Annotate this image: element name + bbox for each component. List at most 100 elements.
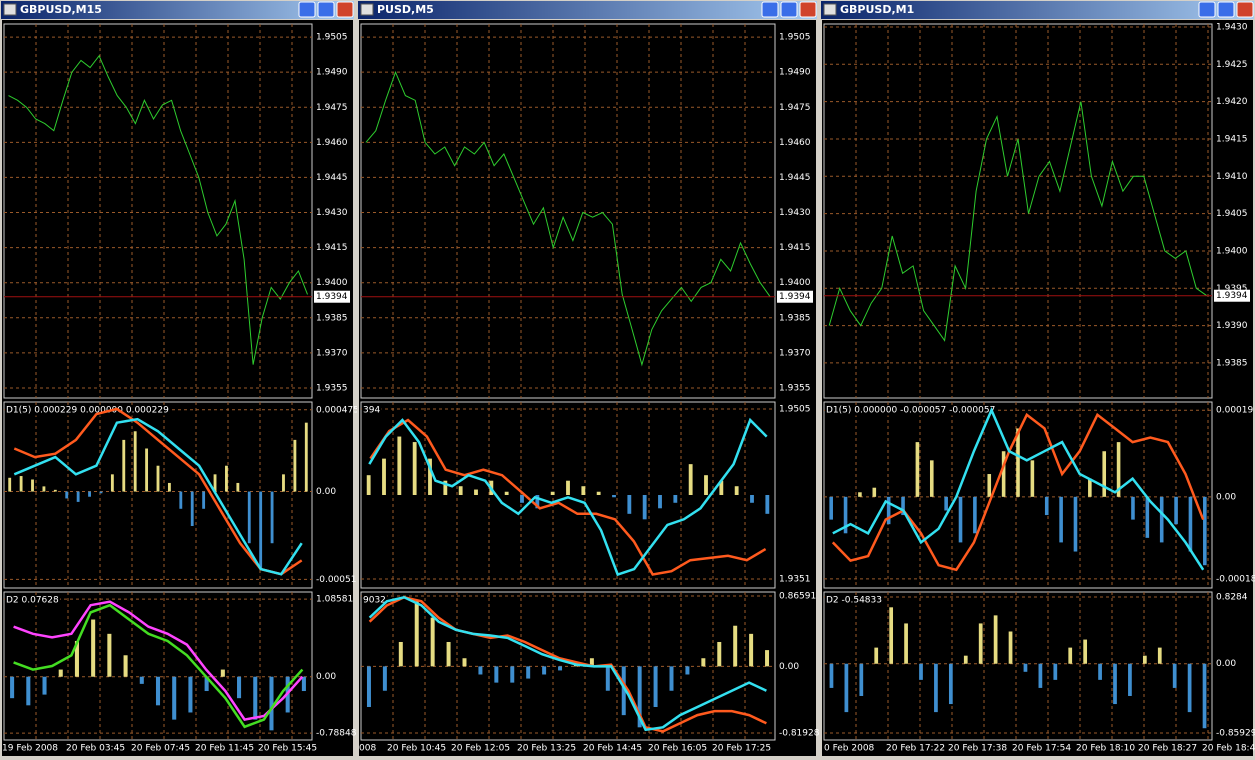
histogram-bar [1172,663,1177,688]
histogram-bar [145,448,149,492]
current-price-label: 1.9394 [316,292,348,302]
time-label: 20 Feb 18:10 [1076,744,1135,754]
indicator-line [368,595,767,732]
histogram-bar [621,666,626,716]
y-tick-label: 1.9475 [316,103,348,113]
histogram-bar [978,623,983,664]
histogram-bar [542,666,547,675]
maximize-button[interactable] [1217,1,1235,18]
histogram-bar [443,480,448,495]
histogram-bar [10,676,15,699]
indicator-label-bg [362,595,387,606]
indicator-line [13,603,304,729]
histogram-bar [269,676,274,731]
histogram-bar [535,495,540,509]
y-tick-label: 1.9400 [1216,246,1248,256]
y-tick-label: 1.9505 [316,33,348,43]
y-tick-label: 1.9425 [1216,60,1248,70]
histogram-bar [19,476,23,492]
histogram-bar [65,491,69,499]
y-tick-label: 0.8284 [1216,592,1248,602]
histogram-bar [428,458,432,495]
minimize-button[interactable] [1198,1,1216,18]
y-tick-label: 1.9460 [779,138,811,148]
histogram-bar [202,491,206,509]
histogram-bar [919,663,923,680]
y-tick-label: 0.000475 [316,405,359,415]
indicator-line [13,407,303,576]
y-tick-label: -0.00051 [316,575,356,585]
y-tick-label: 0.00 [779,662,799,672]
histogram-bar [1142,655,1147,664]
y-tick-label: 0.00 [1216,659,1236,669]
histogram-bar [382,666,387,691]
histogram-bar [589,658,594,667]
y-tick-label: 1.9400 [779,278,811,288]
histogram-bar [237,676,242,699]
histogram-bar [53,489,57,492]
histogram-bar [366,475,371,495]
histogram-bar [904,623,908,664]
histogram-bar [8,477,12,492]
histogram-bar [1008,631,1013,664]
histogram-bar [915,442,920,497]
histogram-bar [74,640,79,677]
close-button[interactable] [799,1,817,18]
minimize-button[interactable] [298,1,316,18]
histogram-bar [397,436,402,495]
y-tick-label: 1.9430 [316,208,348,218]
indicator-line [13,600,304,721]
close-button[interactable] [1236,1,1254,18]
pane-border [3,401,313,589]
y-tick-label: 0.86591 [779,591,816,601]
indicator-line [368,595,767,733]
close-button[interactable] [336,1,354,18]
histogram-bar [612,495,616,498]
maximize-button[interactable] [780,1,798,18]
histogram-bar [973,496,977,534]
histogram-bar [504,491,509,495]
histogram-bar [701,658,706,667]
histogram-bar [1159,496,1164,543]
histogram-bar [526,666,531,679]
pane-border [360,23,776,399]
histogram-bar [293,439,297,492]
y-tick-label: 1.9370 [779,348,811,358]
pane-border [823,401,1213,589]
histogram-bar [829,496,833,520]
histogram-bar [1068,647,1073,664]
histogram-bar [220,669,225,677]
histogram-bar [304,422,308,492]
time-label: 20 Feb 17:38 [948,744,1007,754]
histogram-bar [190,491,194,526]
histogram-bar [733,625,738,667]
minimize-button[interactable] [761,1,779,18]
histogram-bar [139,676,144,684]
histogram-bar [91,619,96,677]
histogram-bar [382,458,386,495]
histogram-bar [1131,496,1135,520]
histogram-bar [963,655,968,664]
time-label: 20 Feb 16:05 [648,744,707,754]
histogram-bar [1016,428,1020,497]
histogram-bar [510,666,515,683]
y-tick-label: 0.00 [316,487,336,497]
histogram-bar [550,491,555,495]
histogram-bar [494,666,499,683]
histogram-bar [872,487,877,497]
y-tick-label: 1.9505 [779,404,811,414]
indicator-label: D1(5) 0.000229 0.000000 0.000229 [6,406,169,416]
pane-border [360,401,776,589]
time-label: 20 Feb 15:45 [258,744,317,754]
histogram-bar [948,663,953,705]
histogram-bar [750,495,754,503]
histogram-bar [993,615,998,664]
maximize-button[interactable] [317,1,335,18]
histogram-bar [704,475,708,495]
y-tick-label: 1.9351 [779,574,811,584]
time-label: 0 Feb 2008 [824,744,875,754]
y-tick-label: -0.00018 [1216,574,1255,584]
histogram-bar [76,491,80,502]
y-tick-label: -0.85929 [1216,729,1255,739]
